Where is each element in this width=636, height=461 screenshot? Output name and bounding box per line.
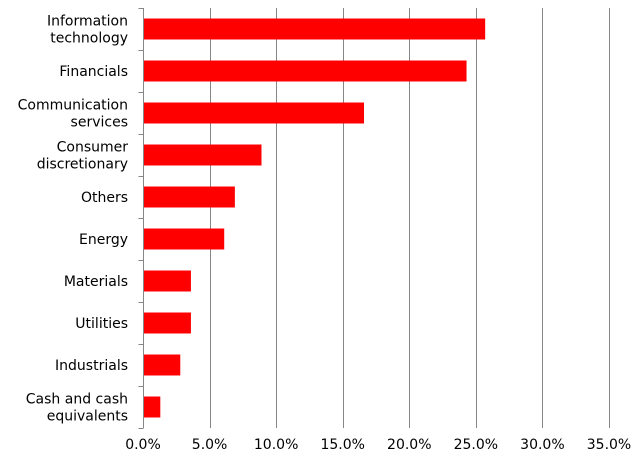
axes [138,8,144,429]
bar-6 [143,270,191,292]
category-label-3: Consumer discretionary [37,140,129,173]
category-label-9: Cash and cash equivalents [26,392,128,425]
x-tick-labels: 0.0% 5.0% 10.0% 15.0% 20.0% 25.0% 30.0% 35.0% [125,437,631,453]
category-labels: Information technology Financials Communica… [18,14,129,425]
category-label-5: Energy [79,232,128,248]
x-tick-label-3: 15.0% [320,437,364,453]
category-label-6-line-0: Materials [64,274,128,290]
category-label-7-line-0: Utilities [75,316,128,332]
bar-5 [143,228,225,250]
category-label-3-line-0: Consumer [57,140,129,156]
category-label-4: Others [81,190,128,206]
bar-1 [143,60,467,82]
category-label-3-line-1: discretionary [37,157,128,173]
category-label-7: Utilities [75,316,128,332]
x-tick-label-5: 25.0% [454,437,498,453]
x-tick-label-0: 0.0% [125,437,161,453]
x-tick-label-1: 5.0% [192,437,228,453]
bar-9 [143,396,161,418]
category-label-6: Materials [64,274,128,290]
bar-8 [143,354,181,376]
category-label-0-line-1: technology [50,31,128,47]
category-label-4-line-0: Others [81,190,128,206]
category-label-1: Financials [59,64,128,80]
x-tick-label-6: 30.0% [520,437,564,453]
category-label-2-line-1: services [71,115,128,131]
bar-7 [143,312,191,334]
bar-0 [143,18,486,40]
category-label-0: Information technology [47,14,128,47]
category-label-2-line-0: Communication [18,98,128,114]
category-label-9-line-0: Cash and cash [26,392,128,408]
bar-2 [143,102,365,124]
category-label-8: Industrials [55,358,128,374]
bar-4 [143,186,235,208]
bar-3 [143,144,262,166]
x-tick-label-4: 20.0% [387,437,431,453]
category-label-9-line-1: equivalents [47,409,128,425]
category-label-1-line-0: Financials [59,64,128,80]
category-label-0-line-0: Information [47,14,128,30]
x-tick-label-7: 35.0% [587,437,631,453]
bars [143,18,486,418]
x-tick-label-2: 10.0% [254,437,298,453]
category-label-2: Communication services [18,98,128,131]
category-label-5-line-0: Energy [79,232,128,248]
category-label-8-line-0: Industrials [55,358,128,374]
